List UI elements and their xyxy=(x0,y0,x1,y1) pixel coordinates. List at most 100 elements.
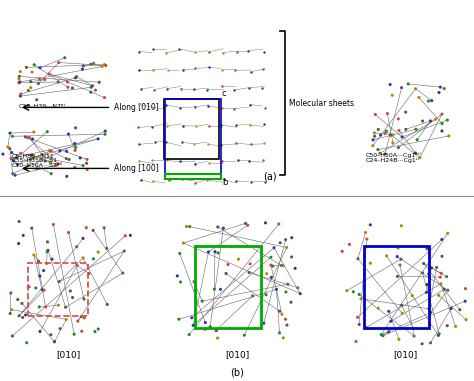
Point xyxy=(22,134,29,140)
Point xyxy=(55,79,62,85)
Point xyxy=(267,254,275,260)
Point xyxy=(411,150,419,156)
Point xyxy=(191,104,199,110)
Point xyxy=(440,85,448,91)
Point xyxy=(35,258,42,264)
Point xyxy=(354,314,362,320)
Point xyxy=(374,305,382,311)
Point xyxy=(101,94,109,101)
Point xyxy=(71,164,79,170)
Point xyxy=(393,253,401,259)
Point xyxy=(212,328,220,334)
Point xyxy=(103,301,111,307)
Point xyxy=(83,166,91,173)
Point xyxy=(135,48,143,54)
Point xyxy=(231,67,239,73)
Point xyxy=(261,179,268,185)
Point xyxy=(72,75,79,81)
Point xyxy=(15,240,22,247)
Point xyxy=(100,61,108,67)
Point xyxy=(389,132,397,138)
Point xyxy=(72,144,80,150)
Text: [010]: [010] xyxy=(225,350,249,359)
Point xyxy=(149,67,157,73)
Point xyxy=(28,69,36,75)
Point xyxy=(260,157,267,163)
Point xyxy=(185,331,193,338)
Point xyxy=(245,48,252,54)
Point xyxy=(177,86,184,92)
Point xyxy=(445,133,453,139)
Point xyxy=(218,106,226,112)
Point xyxy=(214,224,221,230)
Point xyxy=(89,83,96,89)
Point xyxy=(64,131,72,137)
Point xyxy=(389,92,396,98)
Point xyxy=(33,97,40,103)
Point xyxy=(415,94,423,101)
Point xyxy=(396,262,404,268)
Point xyxy=(287,299,295,305)
Point xyxy=(278,311,286,317)
Text: Along [100]: Along [100] xyxy=(114,163,158,173)
Point xyxy=(201,326,209,332)
Point xyxy=(352,338,360,344)
Point xyxy=(357,296,365,302)
Point xyxy=(394,245,402,251)
Point xyxy=(164,86,171,92)
Point xyxy=(419,341,426,347)
Point xyxy=(214,335,221,341)
Point xyxy=(247,141,255,147)
Point xyxy=(102,62,109,69)
Point xyxy=(71,141,79,147)
Point xyxy=(296,291,304,297)
Point xyxy=(135,124,142,130)
Point xyxy=(276,330,283,336)
Point xyxy=(50,221,57,227)
Point xyxy=(36,65,44,71)
Point xyxy=(462,286,469,292)
Point xyxy=(47,171,55,177)
Point xyxy=(397,256,405,262)
Point xyxy=(283,322,291,328)
Point xyxy=(242,220,249,226)
Point xyxy=(15,313,23,319)
Point xyxy=(438,120,446,126)
Point xyxy=(222,271,230,277)
Text: C35–H35B···S1: C35–H35B···S1 xyxy=(12,158,58,163)
Point xyxy=(64,84,72,90)
Point xyxy=(137,85,145,91)
Point xyxy=(192,123,200,130)
Point xyxy=(38,287,46,293)
Point xyxy=(90,256,97,262)
Point xyxy=(48,256,56,262)
Point xyxy=(36,304,43,310)
Point xyxy=(81,315,88,321)
Point xyxy=(0,151,7,157)
Point xyxy=(163,157,171,163)
Point xyxy=(240,332,248,338)
Point xyxy=(162,50,170,56)
Point xyxy=(27,78,35,85)
Point xyxy=(17,150,25,156)
Point xyxy=(210,286,218,292)
Point xyxy=(55,279,63,285)
Point xyxy=(204,141,211,147)
Point xyxy=(25,87,32,93)
Point xyxy=(28,225,36,231)
Point xyxy=(366,260,374,266)
Point xyxy=(63,173,71,179)
Point xyxy=(136,158,143,164)
Point xyxy=(119,270,127,276)
Point xyxy=(346,241,353,247)
Point xyxy=(91,328,99,335)
Point xyxy=(438,253,446,259)
Point xyxy=(7,290,15,296)
Point xyxy=(263,271,271,277)
Point xyxy=(17,69,24,75)
Point xyxy=(438,236,446,242)
Point xyxy=(427,118,434,124)
Point xyxy=(356,322,363,328)
Point xyxy=(190,279,198,285)
Point xyxy=(387,318,395,324)
